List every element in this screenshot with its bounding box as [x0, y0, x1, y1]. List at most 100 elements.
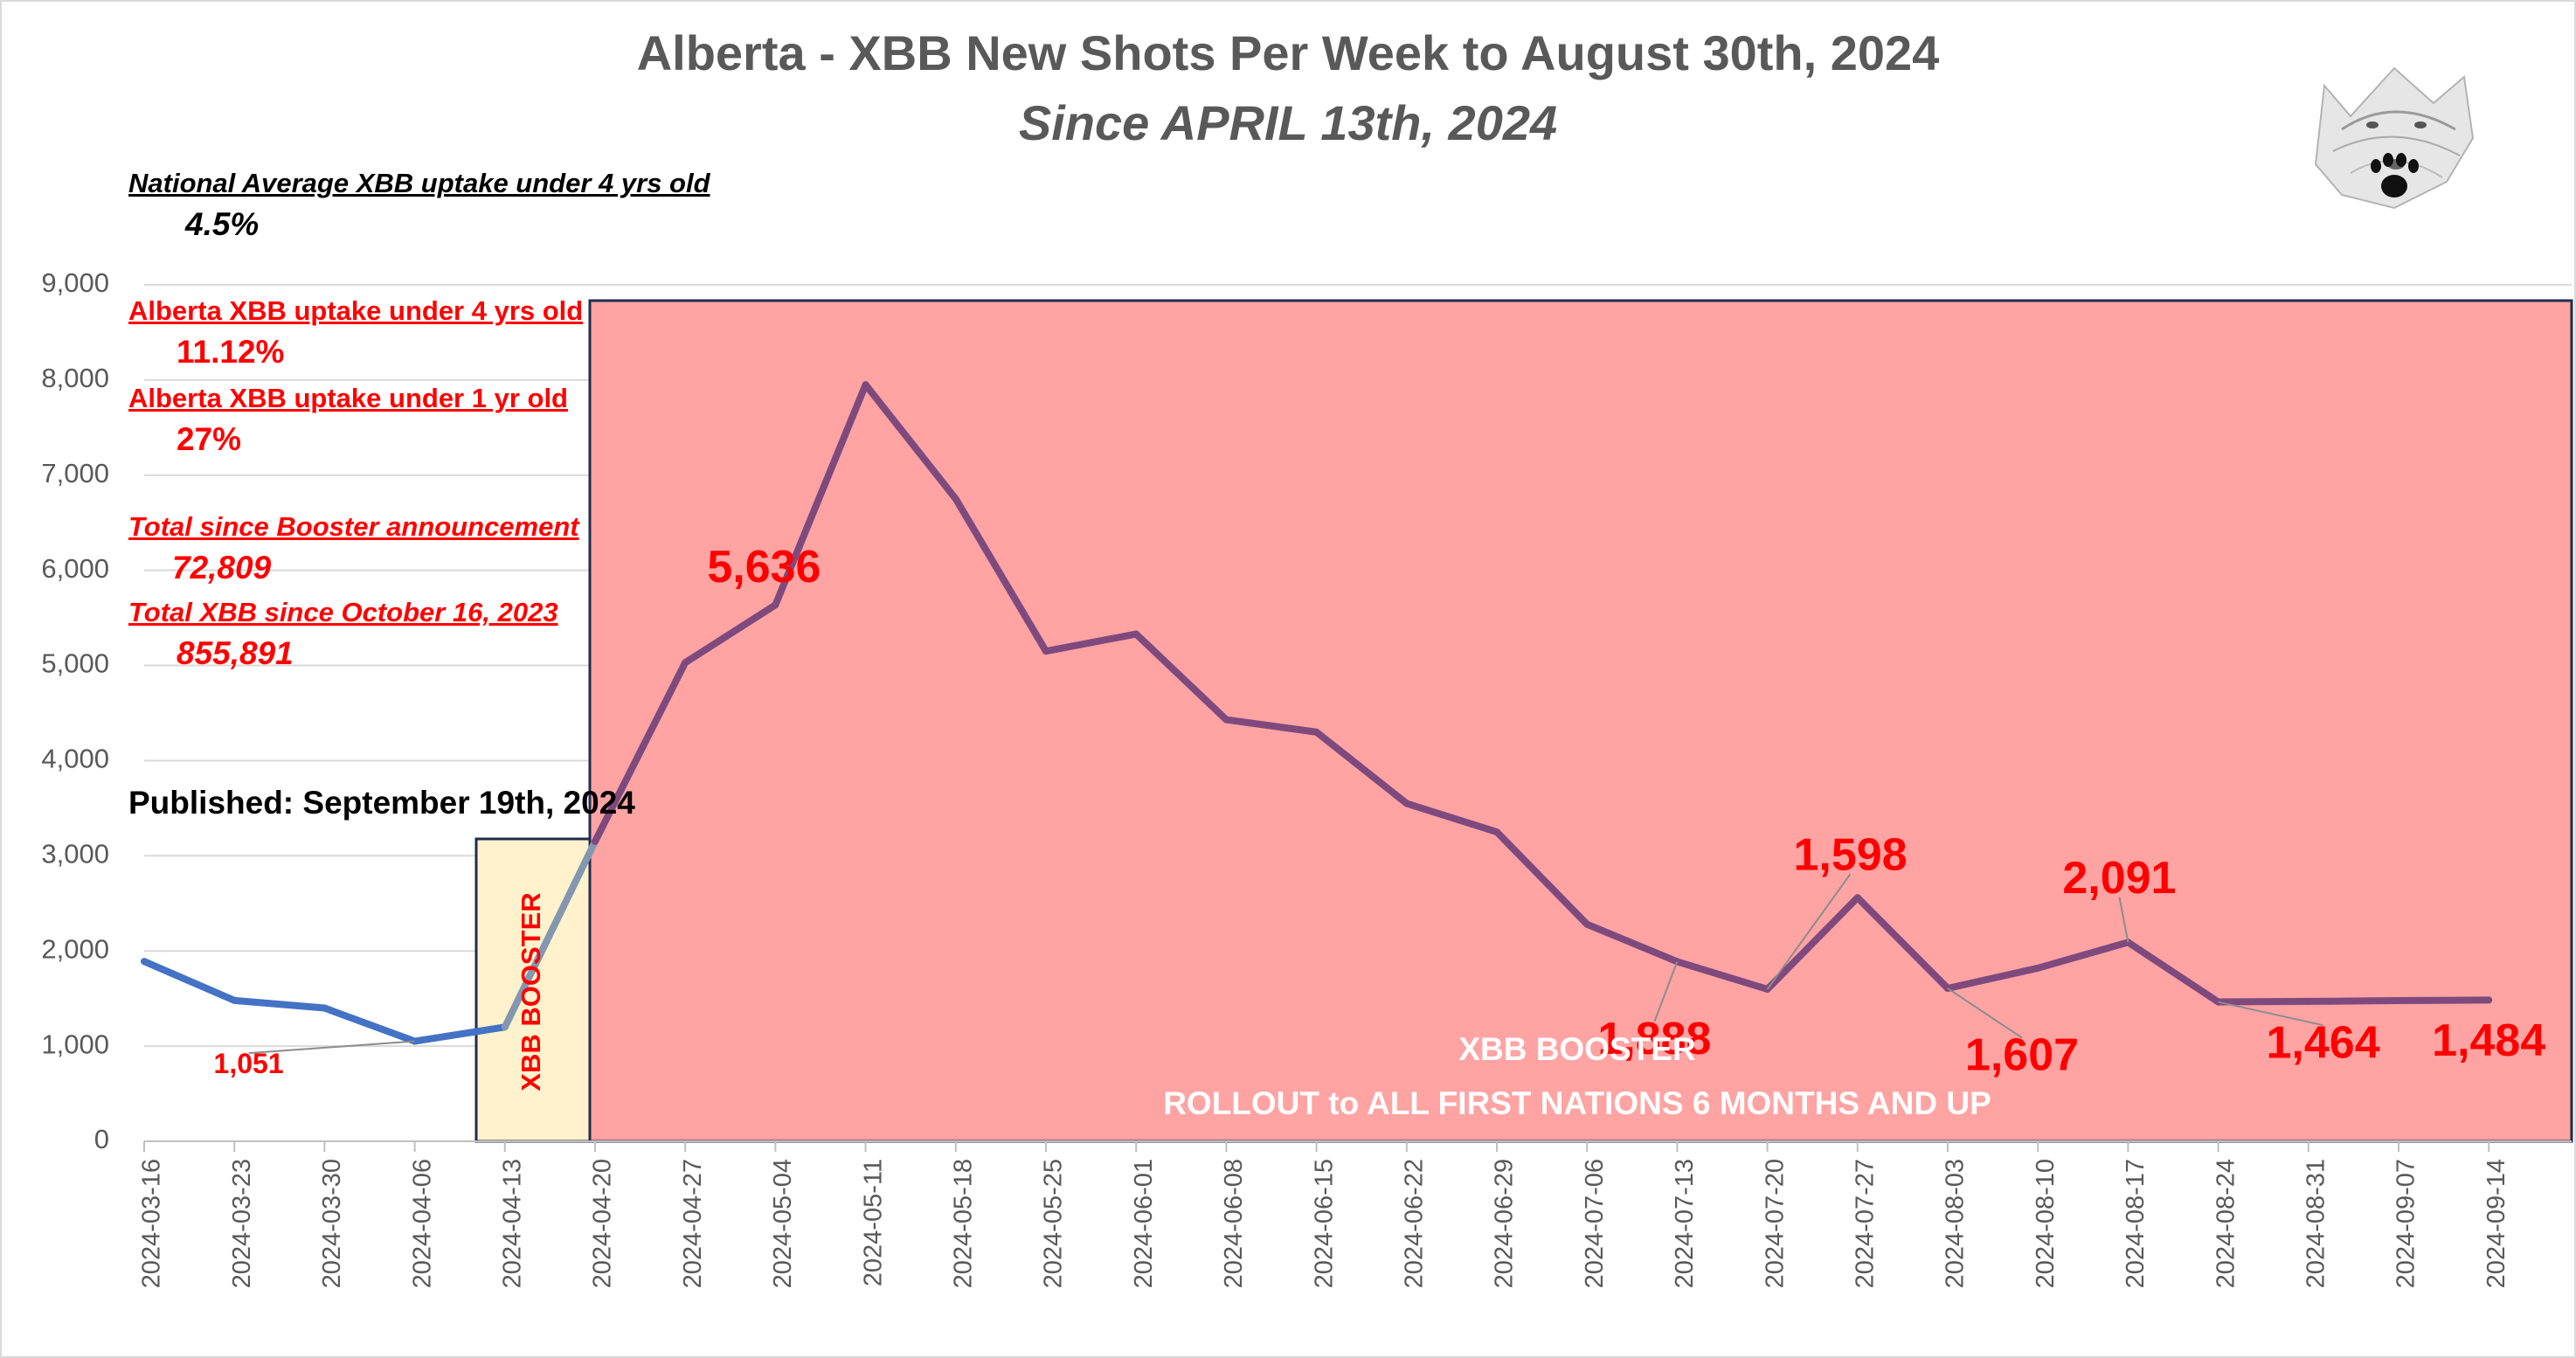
- data-label: 1,484: [2432, 1015, 2545, 1066]
- y-tick-label: 5,000: [41, 648, 109, 679]
- series-segment: [772, 381, 869, 609]
- data-label: 1,598: [1794, 830, 1908, 881]
- wolf-head-icon: [2314, 66, 2475, 210]
- data-labels: 1,051 5,636 1,888 1,598 1,607 2,091 1,464 1,484: [214, 542, 2546, 1081]
- series-segment: [1222, 716, 1320, 736]
- series-segment: [862, 381, 959, 502]
- y-tick-label: 4,000: [41, 744, 109, 774]
- alberta-under4-label: Alberta XBB uptake under 4 yrs old: [128, 295, 584, 326]
- chart-subtitle: Since APRIL 13th, 2024: [1018, 95, 1558, 150]
- x-tick-label: 2024-09-07: [2392, 1159, 2420, 1288]
- wolf-paw-logo: [2314, 66, 2475, 210]
- x-tick-label: 2024-08-24: [2212, 1159, 2240, 1288]
- rollout-label-line1: XBB BOOSTER: [1458, 1031, 1696, 1067]
- x-tick-label: 2024-07-13: [1671, 1159, 1699, 1288]
- booster-box-label: XBB BOOSTER: [516, 892, 546, 1091]
- total-xbb-note: Total XBB since October 16, 2023 855,891: [128, 597, 558, 672]
- x-tick-label: 2024-09-14: [2483, 1159, 2510, 1288]
- x-tick-label: 2024-08-10: [2032, 1159, 2060, 1288]
- series-segment: [1493, 828, 1591, 928]
- series-segment: [231, 996, 329, 1012]
- alberta-under4-value: 11.12%: [177, 334, 285, 370]
- x-tick-label: 2024-08-03: [1942, 1159, 1970, 1288]
- series-segment: [1132, 630, 1230, 724]
- national-average-label: National Average XBB uptake under 4 yrs …: [128, 168, 710, 198]
- axes: 0 1,000 2,000 3,000 4,000 5,000 6,000 7,000 8,00…: [41, 267, 2572, 1288]
- series-segment: [1853, 894, 1951, 992]
- series-segment: [952, 495, 1049, 655]
- x-tick-label: 2024-07-27: [1851, 1159, 1879, 1288]
- series-segment: [592, 659, 689, 845]
- paw-print-icon: [2371, 153, 2419, 197]
- total-xbb-label: Total XBB since October 16, 2023: [128, 597, 558, 627]
- rollout-label-line2: ROLLOUT to ALL FIRST NATIONS 6 MONTHS AN…: [1163, 1085, 1991, 1121]
- series-segment: [1763, 894, 1861, 993]
- series-segment: [1583, 920, 1681, 966]
- series-segment: [2395, 996, 2493, 1005]
- series-segment: [2214, 997, 2312, 1006]
- x-tick-label: 2024-07-06: [1581, 1159, 1609, 1288]
- data-label-leader: [1947, 987, 2023, 1039]
- series-segment: [1042, 630, 1140, 655]
- series-segment: [501, 837, 599, 1031]
- x-tick-label: 2024-06-08: [1220, 1159, 1248, 1288]
- series-segment: [1312, 728, 1410, 807]
- x-tick-label: 2024-03-30: [318, 1159, 346, 1288]
- x-tick-label: 2024-08-17: [2122, 1159, 2150, 1288]
- y-tick-label: 7,000: [41, 458, 109, 488]
- y-tick-label: 6,000: [41, 553, 109, 584]
- x-tick-label: 2024-07-20: [1761, 1159, 1789, 1288]
- total-booster-value: 72,809: [172, 550, 272, 585]
- series-segment: [2034, 939, 2132, 972]
- alberta-under4-note: Alberta XBB uptake under 4 yrs old 11.12…: [128, 295, 583, 371]
- x-tick-label: 2024-06-22: [1400, 1159, 1428, 1288]
- x-tick-label: 2024-04-27: [679, 1159, 707, 1288]
- y-tick-label: 8,000: [41, 363, 109, 393]
- series-segment: [1402, 800, 1500, 836]
- y-tick-label: 2,000: [41, 933, 109, 964]
- x-tick-label: 2024-06-29: [1491, 1159, 1519, 1288]
- x-tick-label: 2024-04-06: [408, 1159, 436, 1288]
- data-label-leader: [1653, 961, 1679, 1022]
- data-label: 1,051: [214, 1048, 284, 1079]
- series-segment: [682, 601, 779, 667]
- x-tick-label: 2024-04-20: [589, 1159, 617, 1288]
- national-average-value: 4.5%: [185, 206, 260, 242]
- y-tick-label: 0: [94, 1124, 109, 1154]
- published-date: Published: September 19th, 2024: [128, 785, 635, 821]
- series-segment: [2124, 939, 2222, 1006]
- data-label-leader: [2118, 897, 2129, 943]
- total-xbb-value: 855,891: [177, 635, 294, 671]
- national-average-note: National Average XBB uptake under 4 yrs …: [128, 168, 710, 243]
- alberta-under1-value: 27%: [177, 421, 242, 457]
- data-label-leader: [1766, 873, 1852, 990]
- x-tick-label: 2024-05-18: [949, 1159, 977, 1288]
- x-tick-label: 2024-05-11: [859, 1159, 887, 1286]
- chart-title: Alberta - XBB New Shots Per Week to Augu…: [636, 25, 1940, 80]
- data-label: 1,888: [1597, 1014, 1711, 1064]
- series-segment: [411, 1023, 509, 1045]
- series-segment: [141, 958, 239, 1004]
- alberta-under1-label: Alberta XBB uptake under 1 yr old: [128, 383, 568, 413]
- x-tick-label: 2024-03-23: [228, 1159, 256, 1288]
- x-tick-label: 2024-05-04: [769, 1159, 797, 1288]
- data-label: 2,091: [2062, 853, 2176, 904]
- x-tick-label: 2024-06-01: [1130, 1159, 1158, 1288]
- total-booster-label: Total since Booster announcement: [128, 511, 579, 542]
- data-label: 5,636: [707, 542, 821, 592]
- series-segment: [1673, 958, 1771, 993]
- data-label-leader: [2218, 1001, 2323, 1027]
- x-tick-label: 2024-06-15: [1310, 1159, 1338, 1288]
- alberta-under1-note: Alberta XBB uptake under 1 yr old 27%: [128, 383, 568, 458]
- data-label: 1,607: [1965, 1030, 2079, 1081]
- y-tick-label: 3,000: [41, 838, 109, 869]
- y-tick-label: 1,000: [41, 1029, 109, 1059]
- data-label-leader: [248, 1040, 415, 1055]
- data-label: 1,464: [2267, 1017, 2380, 1068]
- x-tick-label: 2024-08-31: [2302, 1159, 2330, 1288]
- x-tick-label: 2024-04-13: [498, 1159, 526, 1288]
- series-lines: [141, 381, 2493, 1045]
